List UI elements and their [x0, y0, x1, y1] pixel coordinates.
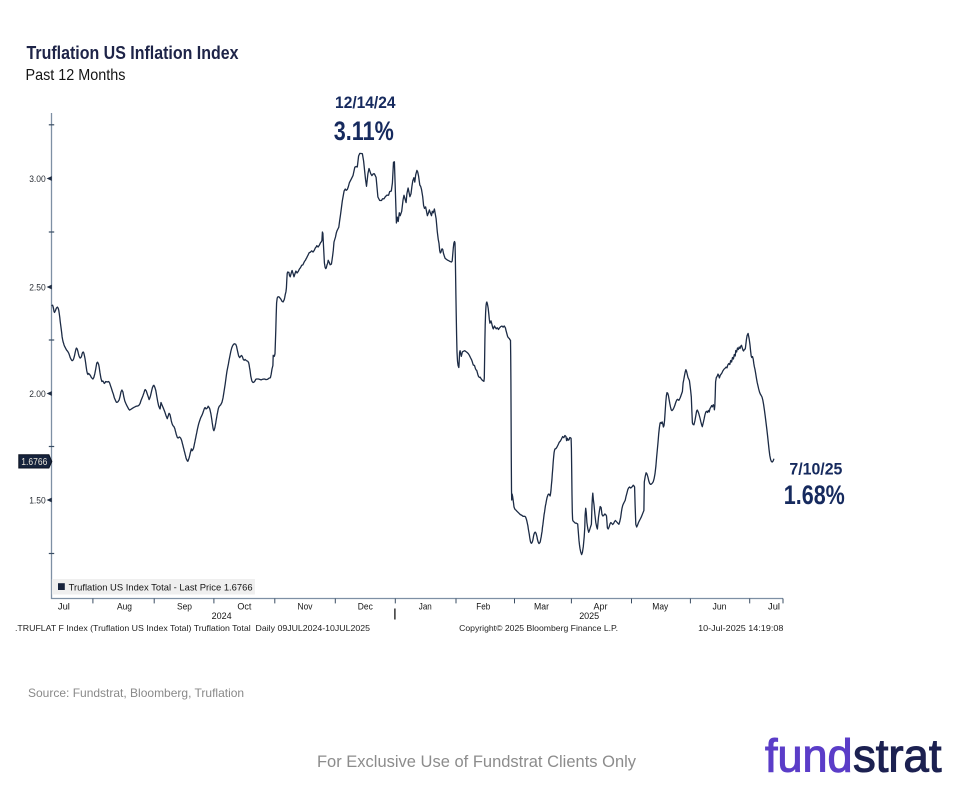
svg-text:Past 12 Months: Past 12 Months	[26, 67, 126, 84]
svg-text:Apr: Apr	[594, 602, 608, 613]
svg-text:Truflation US Inflation Index: Truflation US Inflation Index	[27, 43, 239, 63]
svg-text:Feb: Feb	[476, 602, 490, 613]
svg-text:Jul: Jul	[768, 602, 780, 613]
svg-text:Source: Fundstrat, Bloomberg,: Source: Fundstrat, Bloomberg, Truflation	[28, 686, 244, 700]
svg-text:Nov: Nov	[298, 602, 313, 613]
svg-text:Jun: Jun	[713, 602, 727, 613]
svg-text:Oct: Oct	[237, 602, 251, 613]
svg-text:1.50: 1.50	[29, 495, 46, 506]
svg-text:Aug: Aug	[117, 602, 132, 613]
svg-text:2024: 2024	[212, 611, 232, 622]
svg-text:7/10/25: 7/10/25	[789, 460, 842, 479]
svg-text:2.50: 2.50	[29, 282, 46, 293]
svg-text:Dec: Dec	[358, 602, 373, 613]
svg-text:Jan: Jan	[419, 602, 432, 613]
svg-text:3.00: 3.00	[29, 174, 46, 185]
svg-text:1.6766: 1.6766	[21, 457, 47, 468]
svg-text:fund: fund	[765, 730, 853, 782]
svg-text:Mar: Mar	[534, 602, 549, 613]
svg-text:Jul: Jul	[58, 602, 70, 613]
svg-text:Copyright© 2025 Bloomberg Fina: Copyright© 2025 Bloomberg Finance L.P.	[459, 623, 618, 633]
svg-text:1.68%: 1.68%	[784, 480, 845, 510]
svg-text:Truflation US Index Total - La: Truflation US Index Total - Last Price 1…	[69, 583, 253, 594]
svg-text:.TRUFLAT F Index (Truflation U: .TRUFLAT F Index (Truflation US Index To…	[15, 623, 370, 633]
svg-text:3.11%: 3.11%	[334, 116, 394, 146]
svg-text:May: May	[652, 602, 668, 613]
svg-text:10-Jul-2025 14:19:08: 10-Jul-2025 14:19:08	[698, 623, 784, 633]
svg-text:12/14/24: 12/14/24	[335, 93, 396, 112]
svg-text:strat: strat	[853, 730, 942, 782]
svg-text:2025: 2025	[579, 611, 599, 622]
svg-text:Sep: Sep	[177, 602, 192, 613]
svg-text:For Exclusive Use of Fundstrat: For Exclusive Use of Fundstrat Clients O…	[317, 753, 637, 771]
svg-text:2.00: 2.00	[29, 389, 46, 400]
